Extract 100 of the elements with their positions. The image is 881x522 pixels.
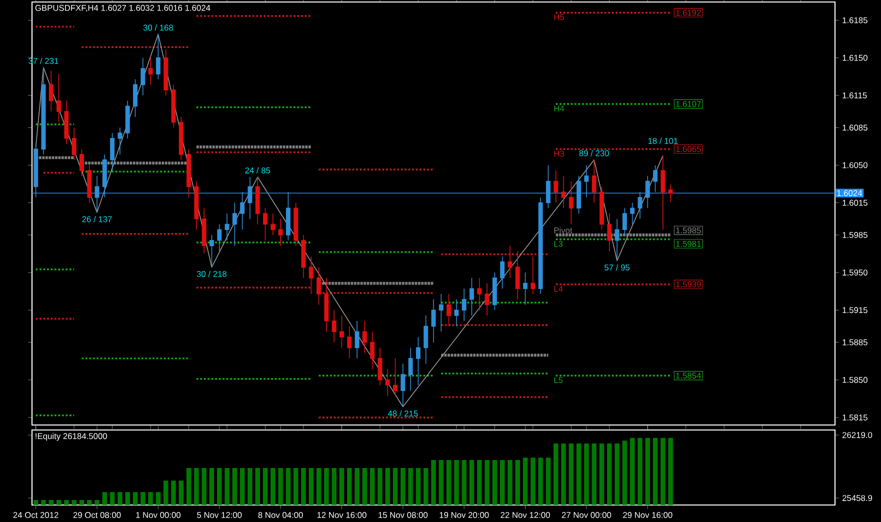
y-tick-label: 1.6085 [842,124,868,131]
y-tick-label: 1.6150 [842,54,868,61]
candlestick [546,164,550,209]
y-tick-label: 1.5815 [842,414,868,420]
candlestick [492,272,497,311]
candlestick [48,70,54,112]
candlestick [186,148,192,198]
series-label: L4 [554,286,563,292]
candlestick [554,170,558,204]
candlestick [622,208,627,236]
candlestick [362,320,367,354]
candlestick [41,67,46,155]
candlestick [454,298,459,327]
x-tick-label: 12 Nov 16:00 [317,512,366,518]
candlestick [477,278,482,311]
annotation: 57 / 95 [604,264,630,271]
candlestick [354,320,360,359]
candlestick [508,245,512,278]
candlestick [431,298,436,343]
candlestick [94,176,100,213]
candlestick [87,164,92,204]
candlestick [660,155,666,230]
candlestick [72,127,76,160]
candlestick [301,234,306,278]
candlestick [164,48,168,96]
candlestick [668,184,673,202]
series-label: Pivot [554,227,572,234]
y-tick-label: 1.6185 [842,17,868,24]
y-tick-label: 1.5985 [842,232,868,238]
candlestick [576,176,582,214]
series-label: L3 [554,240,563,247]
x-tick-label: 29 Nov 16:00 [623,512,672,518]
candlestick [446,294,452,327]
candlestick [630,202,635,225]
annotation: 24 / 85 [245,167,270,174]
candlestick [286,192,290,241]
candlestick [194,180,199,230]
candlestick [294,202,298,246]
series-label: H3 [554,150,564,157]
series-label: H5 [554,14,564,20]
x-tick-label: 5 Nov 12:00 [197,512,242,518]
annotation: 30 / 218 [196,270,227,277]
data-label: 1.6192 [676,10,701,16]
candlestick [248,176,252,220]
candlestick [385,368,390,396]
candlestick [424,315,428,364]
candlestick [156,34,160,80]
candlestick [278,218,283,246]
x-tick-label: 1 Nov 00:00 [136,512,181,518]
y-tick-label: 1.5915 [842,307,868,314]
candlestick [638,192,642,220]
annotation: 18 / 101 [648,138,678,144]
candlestick [592,159,596,204]
candlestick [332,310,336,343]
candlestick [370,331,375,370]
annotation: 48 / 215 [388,410,418,417]
candlestick [653,164,658,192]
data-label: 1.5854 [676,372,701,379]
candlestick [140,57,146,96]
candlestick [308,256,314,294]
candlestick [316,266,322,306]
y-tick-label: 1.6115 [842,92,867,98]
annotation: 26 / 137 [82,216,112,222]
candlestick [500,256,505,290]
candlestick [202,208,206,254]
candlestick [645,176,650,209]
series-label: H4 [554,106,564,112]
chart-title: GBPUSDFXF,H4 1.6027 1.6032 1.6016 1.6024 [35,4,210,12]
data-label: 1.5939 [676,281,701,288]
candlestick [79,148,84,176]
x-tick-label: 24 Oct 2012 [13,512,58,518]
candlestick [178,116,184,160]
candlestick [148,57,153,86]
candlestick [538,197,543,294]
candlestick [561,176,566,209]
candlestick [133,78,138,118]
candlestick [347,326,352,359]
y-tick-label: 1.5850 [842,376,868,383]
x-tick-label: 27 Nov 00:00 [562,512,612,518]
candlestick [408,347,413,392]
candlestick [224,213,230,241]
data-label: 1.5985 [676,227,701,234]
candlestick [255,176,260,225]
y-tick-label: 1.6050 [842,162,868,168]
y-tick-label: 1.5950 [842,270,868,276]
data-label: 1.6107 [676,101,701,107]
candlestick [64,100,69,144]
x-tick-label: 8 Nov 04:00 [258,512,303,518]
y-tick-label: 26219.0 [842,432,872,438]
annotation: 89 / 230 [579,150,609,156]
candlestick [125,100,130,139]
y-tick-label: 1.6015 [842,200,868,206]
ref-line-label: 1.6024 [837,190,862,196]
candlestick [600,186,604,230]
x-tick-label: 19 Nov 20:00 [440,512,489,518]
candlestick [462,288,466,322]
x-tick-label: 15 Nov 08:00 [378,512,428,518]
candlestick [217,224,222,252]
candlestick [484,282,490,316]
candlestick [270,213,276,236]
